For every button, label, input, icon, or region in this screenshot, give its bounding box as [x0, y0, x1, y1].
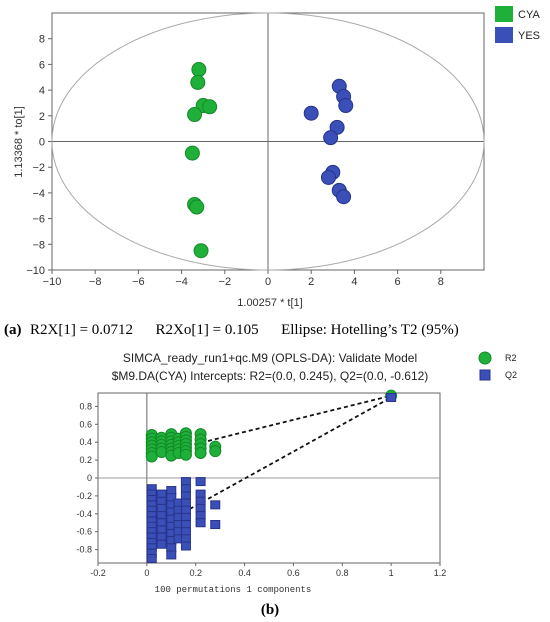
point-r2: [194, 446, 207, 459]
point-r2: [145, 450, 158, 463]
panel-b-y-tick-label: -0.4: [76, 509, 92, 519]
point-yes: [336, 189, 352, 205]
point-cya: [202, 99, 218, 115]
point-cya: [184, 145, 200, 161]
point-yes: [338, 98, 354, 114]
panel-b-subtitle: $M9.DA(CYA) Intercepts: R2=(0.0, 0.245),…: [112, 369, 429, 383]
legend-cya-swatch: [495, 6, 513, 22]
panel-a-x-tick-label: 8: [438, 276, 444, 288]
panel-a-points: [184, 62, 354, 259]
panel-b-y-tick-label: -0.8: [76, 545, 92, 555]
panel-b-x-tick-label: 0.8: [336, 568, 349, 578]
point-cya: [193, 243, 209, 259]
panel-b-y-tick-label: 0.4: [79, 437, 92, 447]
panel-a-y-tick-label: −2: [32, 162, 45, 174]
panel-a-x-tick-label: 0: [265, 276, 271, 288]
panel-b-x-axis-label: 100 permutations 1 components: [155, 585, 312, 595]
panel-a-legend: CYA YES: [495, 6, 540, 43]
point-cya: [190, 74, 206, 90]
panel-b-legend: R2 Q2: [478, 351, 517, 381]
panel-a-x-tick-label: 2: [308, 276, 314, 288]
point-r2: [209, 445, 222, 458]
legend-yes-swatch: [495, 27, 513, 43]
panel-a-x-tick-label: −8: [89, 276, 102, 288]
panel-a-tick-labels: −10 −8 −6 −4 −2 0 2 4 6 8 −10 −8 −6 −4 −2 0 2 4 6 8: [26, 34, 444, 288]
point-q2: [210, 500, 221, 510]
legend-r2-marker: [478, 351, 492, 365]
panel-b-y-tick-label: 0.8: [79, 401, 92, 411]
point-cya: [189, 199, 205, 215]
panel-a-caption-text: R2X[1] = 0.0712 R2Xo[1] = 0.105 Ellipse:…: [30, 322, 459, 338]
panel-b-y-tick-label: 0.2: [79, 455, 92, 465]
panel-a-y-tick-label: 2: [39, 111, 45, 123]
panel-b-points: [145, 389, 398, 564]
point-yes: [320, 169, 336, 185]
point-q2: [386, 392, 397, 402]
panel-a-y-tick-label: −8: [32, 239, 45, 251]
point-q2: [180, 541, 191, 551]
point-yes: [323, 130, 339, 146]
panel-a-y-axis-label: 1.13368 * to[1]: [13, 106, 25, 178]
point-cya: [191, 62, 207, 78]
panel-b-x-tick-label: 0.4: [238, 568, 251, 578]
point-yes: [303, 105, 319, 121]
panel-a-y-tick-label: 8: [39, 34, 45, 46]
panel-a-x-tick-label: −4: [175, 276, 188, 288]
panel-b-x-tick-label: 1: [389, 568, 394, 578]
panel-a-y-tick-label: −10: [26, 265, 45, 277]
panel-a-y-tick-label: 4: [39, 85, 45, 97]
point-q2: [156, 539, 167, 549]
panel-b-y-tick-label: 0: [87, 473, 92, 483]
panel-a-y-tick-label: −4: [32, 188, 45, 200]
point-q2: [146, 554, 157, 564]
point-q2: [210, 520, 221, 530]
panel-a-x-tick-label: 4: [351, 276, 357, 288]
point-cya: [187, 107, 203, 123]
point-q2: [195, 477, 206, 487]
legend-q2-marker: [479, 369, 491, 381]
panel-a-score-plot: −10 −8 −6 −4 −2 0 2 4 6 8 −10 −8 −6 −4 −2 0 2 4 6 8 1.00257…: [13, 6, 540, 309]
legend-cya-label: CYA: [518, 9, 540, 21]
legend-q2-label: Q2: [505, 370, 517, 380]
panel-b-x-tick-label: -0.2: [90, 568, 106, 578]
panel-a-axes: [48, 12, 485, 274]
panel-b-title: SIMCA_ready_run1+qc.M9 (OPLS-DA): Valida…: [123, 351, 417, 365]
regression-line-q2: [146, 396, 392, 534]
panel-a-x-tick-label: −2: [219, 276, 232, 288]
panel-b-caption-label: (b): [261, 602, 279, 618]
panel-b-y-tick-label: 0.6: [79, 419, 92, 429]
point-r2: [179, 448, 192, 461]
panel-b-x-tick-label: 0: [144, 568, 149, 578]
point-q2: [195, 518, 206, 528]
panel-a-x-tick-label: −10: [43, 276, 62, 288]
panel-a-y-tick-label: 6: [39, 59, 45, 71]
panel-b-x-tick-label: 1.2: [434, 568, 447, 578]
panel-a-caption-label: (a): [4, 322, 22, 338]
panel-b-regression-lines: [146, 394, 392, 534]
panel-b-permutation-plot: SIMCA_ready_run1+qc.M9 (OPLS-DA): Valida…: [76, 351, 517, 595]
panel-b-x-tick-label: 0.2: [189, 568, 202, 578]
legend-yes-label: YES: [518, 30, 540, 42]
panel-b-x-tick-label: 0.6: [287, 568, 300, 578]
panel-a-x-tick-label: 6: [395, 276, 401, 288]
panel-a-y-tick-label: −6: [32, 214, 45, 226]
panel-a-y-tick-label: 0: [39, 137, 45, 149]
point-q2: [166, 550, 177, 560]
panel-b-y-tick-label: -0.2: [76, 491, 92, 501]
panel-a-x-tick-label: −6: [132, 276, 145, 288]
legend-r2-label: R2: [505, 353, 517, 363]
panel-b-y-tick-label: -0.6: [76, 527, 92, 537]
panel-a-x-axis-label: 1.00257 * t[1]: [237, 297, 302, 309]
panel-b-tick-labels: -0.2 0 0.2 0.4 0.6 0.8 1 1.2 0.8 0.6 0.4 0.2 0 -0.2 -0…: [76, 401, 446, 578]
